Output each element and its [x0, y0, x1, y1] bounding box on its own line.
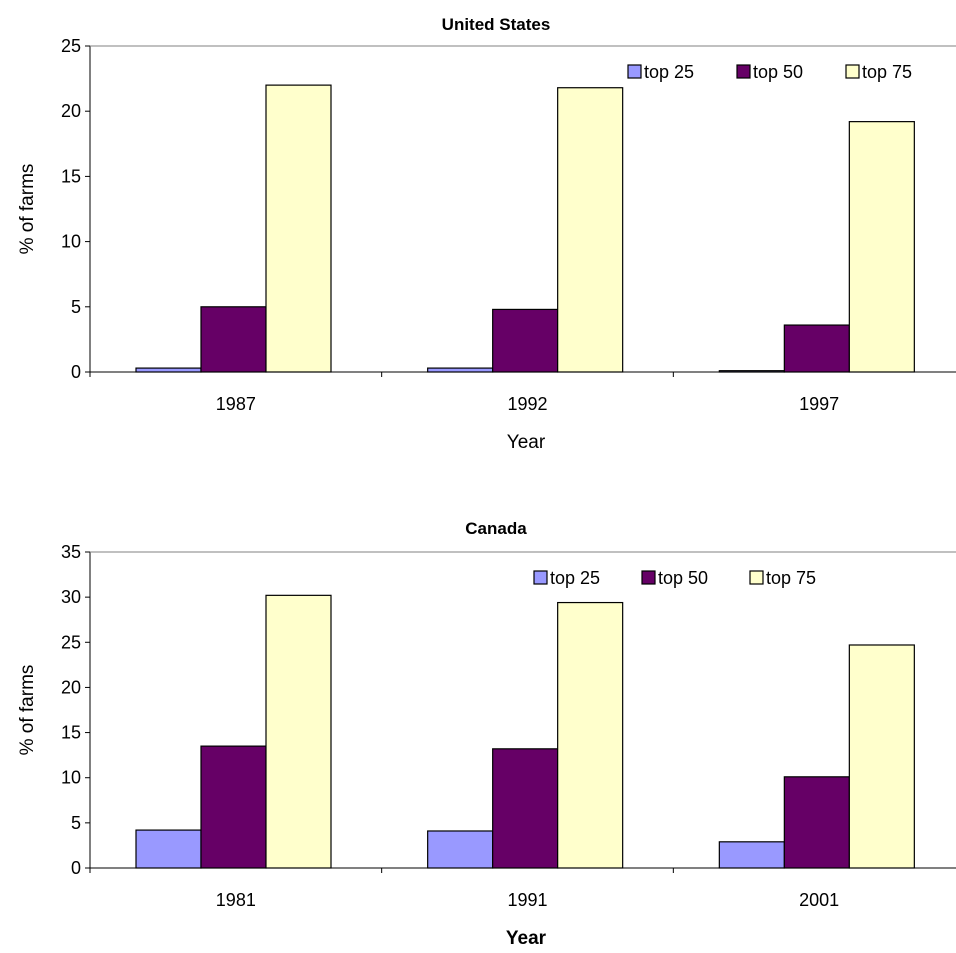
canada-bar-top-75-1981 [265, 594, 332, 869]
canada-legend: top 25 top 50 top 75 [533, 568, 816, 588]
canada-bar-top-25-2001 [718, 841, 785, 869]
us-x-tick-label: 1992 [507, 394, 547, 414]
us-y-tick-label: 20 [61, 101, 81, 121]
us-y-tick-label: 10 [61, 232, 81, 252]
us-x-tick-label: 1987 [216, 394, 256, 414]
canada-legend-label-top-75: top 75 [766, 568, 816, 588]
us-x-tick-label: 1997 [799, 394, 839, 414]
us-legend-label-top-75: top 75 [862, 62, 912, 82]
canada-bar-top-75-1991 [557, 601, 624, 869]
canada-y-tick-label: 15 [61, 723, 81, 743]
canada-chart-title: Canada [465, 519, 527, 538]
canada-legend-swatch-top-75 [749, 570, 764, 585]
canada-chart: Canada % of farms Year 0 5 10 15 20 25 30 35 198… [17, 519, 956, 949]
us-marks: 0 5 10 15 20 25 1987 1992 1997 [61, 36, 956, 414]
us-y-tick-label: 15 [61, 166, 81, 186]
us-legend-swatch-top-75 [845, 64, 860, 79]
us-bar-top-50-1997 [783, 324, 850, 373]
canada-bar-top-50-2001 [783, 776, 850, 869]
canada-bar-top-50-1991 [492, 748, 559, 869]
canada-x-axis-label: Year [506, 928, 547, 949]
canada-y-tick-label: 30 [61, 587, 81, 607]
us-bar-top-50-1992 [492, 308, 559, 373]
canada-legend-swatch-top-25 [533, 570, 548, 585]
us-y-tick-label: 0 [71, 362, 81, 382]
us-legend-label-top-50: top 50 [753, 62, 803, 82]
canada-bar-top-75-2001 [848, 644, 915, 869]
us-y-tick-label: 25 [61, 36, 81, 56]
canada-x-tick-label: 1981 [216, 890, 256, 910]
canada-y-axis-label: % of farms [17, 665, 38, 756]
canada-y-tick-label: 0 [71, 858, 81, 878]
us-chart-title: United States [442, 15, 551, 34]
canada-marks: 0 5 10 15 20 25 30 35 1981 1991 2001 [61, 542, 956, 910]
canada-legend-swatch-top-50 [641, 570, 656, 585]
us-bar-top-75-1992 [557, 87, 624, 373]
us-y-tick-label: 5 [71, 297, 81, 317]
canada-bar-top-50-1981 [200, 745, 267, 869]
us-x-axis-label: Year [507, 432, 546, 453]
us-legend-swatch-top-25 [627, 64, 642, 79]
canada-x-tick-label: 1991 [507, 890, 547, 910]
canada-y-tick-label: 35 [61, 542, 81, 562]
canada-y-tick-label: 20 [61, 677, 81, 697]
us-legend-swatch-top-50 [736, 64, 751, 79]
us-bar-top-50-1987 [200, 306, 267, 373]
canada-legend-label-top-50: top 50 [658, 568, 708, 588]
canada-bar-top-25-1981 [135, 829, 202, 869]
us-bar-top-25-1992 [427, 367, 494, 373]
us-bar-top-25-1987 [135, 367, 202, 373]
canada-bar-top-25-1991 [427, 830, 494, 869]
canada-x-tick-label: 2001 [799, 890, 839, 910]
us-bar-top-25-1997 [718, 370, 785, 373]
us-legend: top 25 top 50 top 75 [627, 62, 912, 82]
canada-y-tick-label: 10 [61, 768, 81, 788]
us-legend-label-top-25: top 25 [644, 62, 694, 82]
canada-y-tick-label: 25 [61, 632, 81, 652]
us-bar-top-75-1987 [265, 84, 332, 373]
canada-legend-label-top-25: top 25 [550, 568, 600, 588]
us-bar-top-75-1997 [848, 121, 915, 373]
us-y-axis-label: % of farms [17, 164, 38, 255]
canada-y-tick-label: 5 [71, 813, 81, 833]
us-chart: United States % of farms Year 0 5 10 15 20 25… [17, 15, 956, 453]
